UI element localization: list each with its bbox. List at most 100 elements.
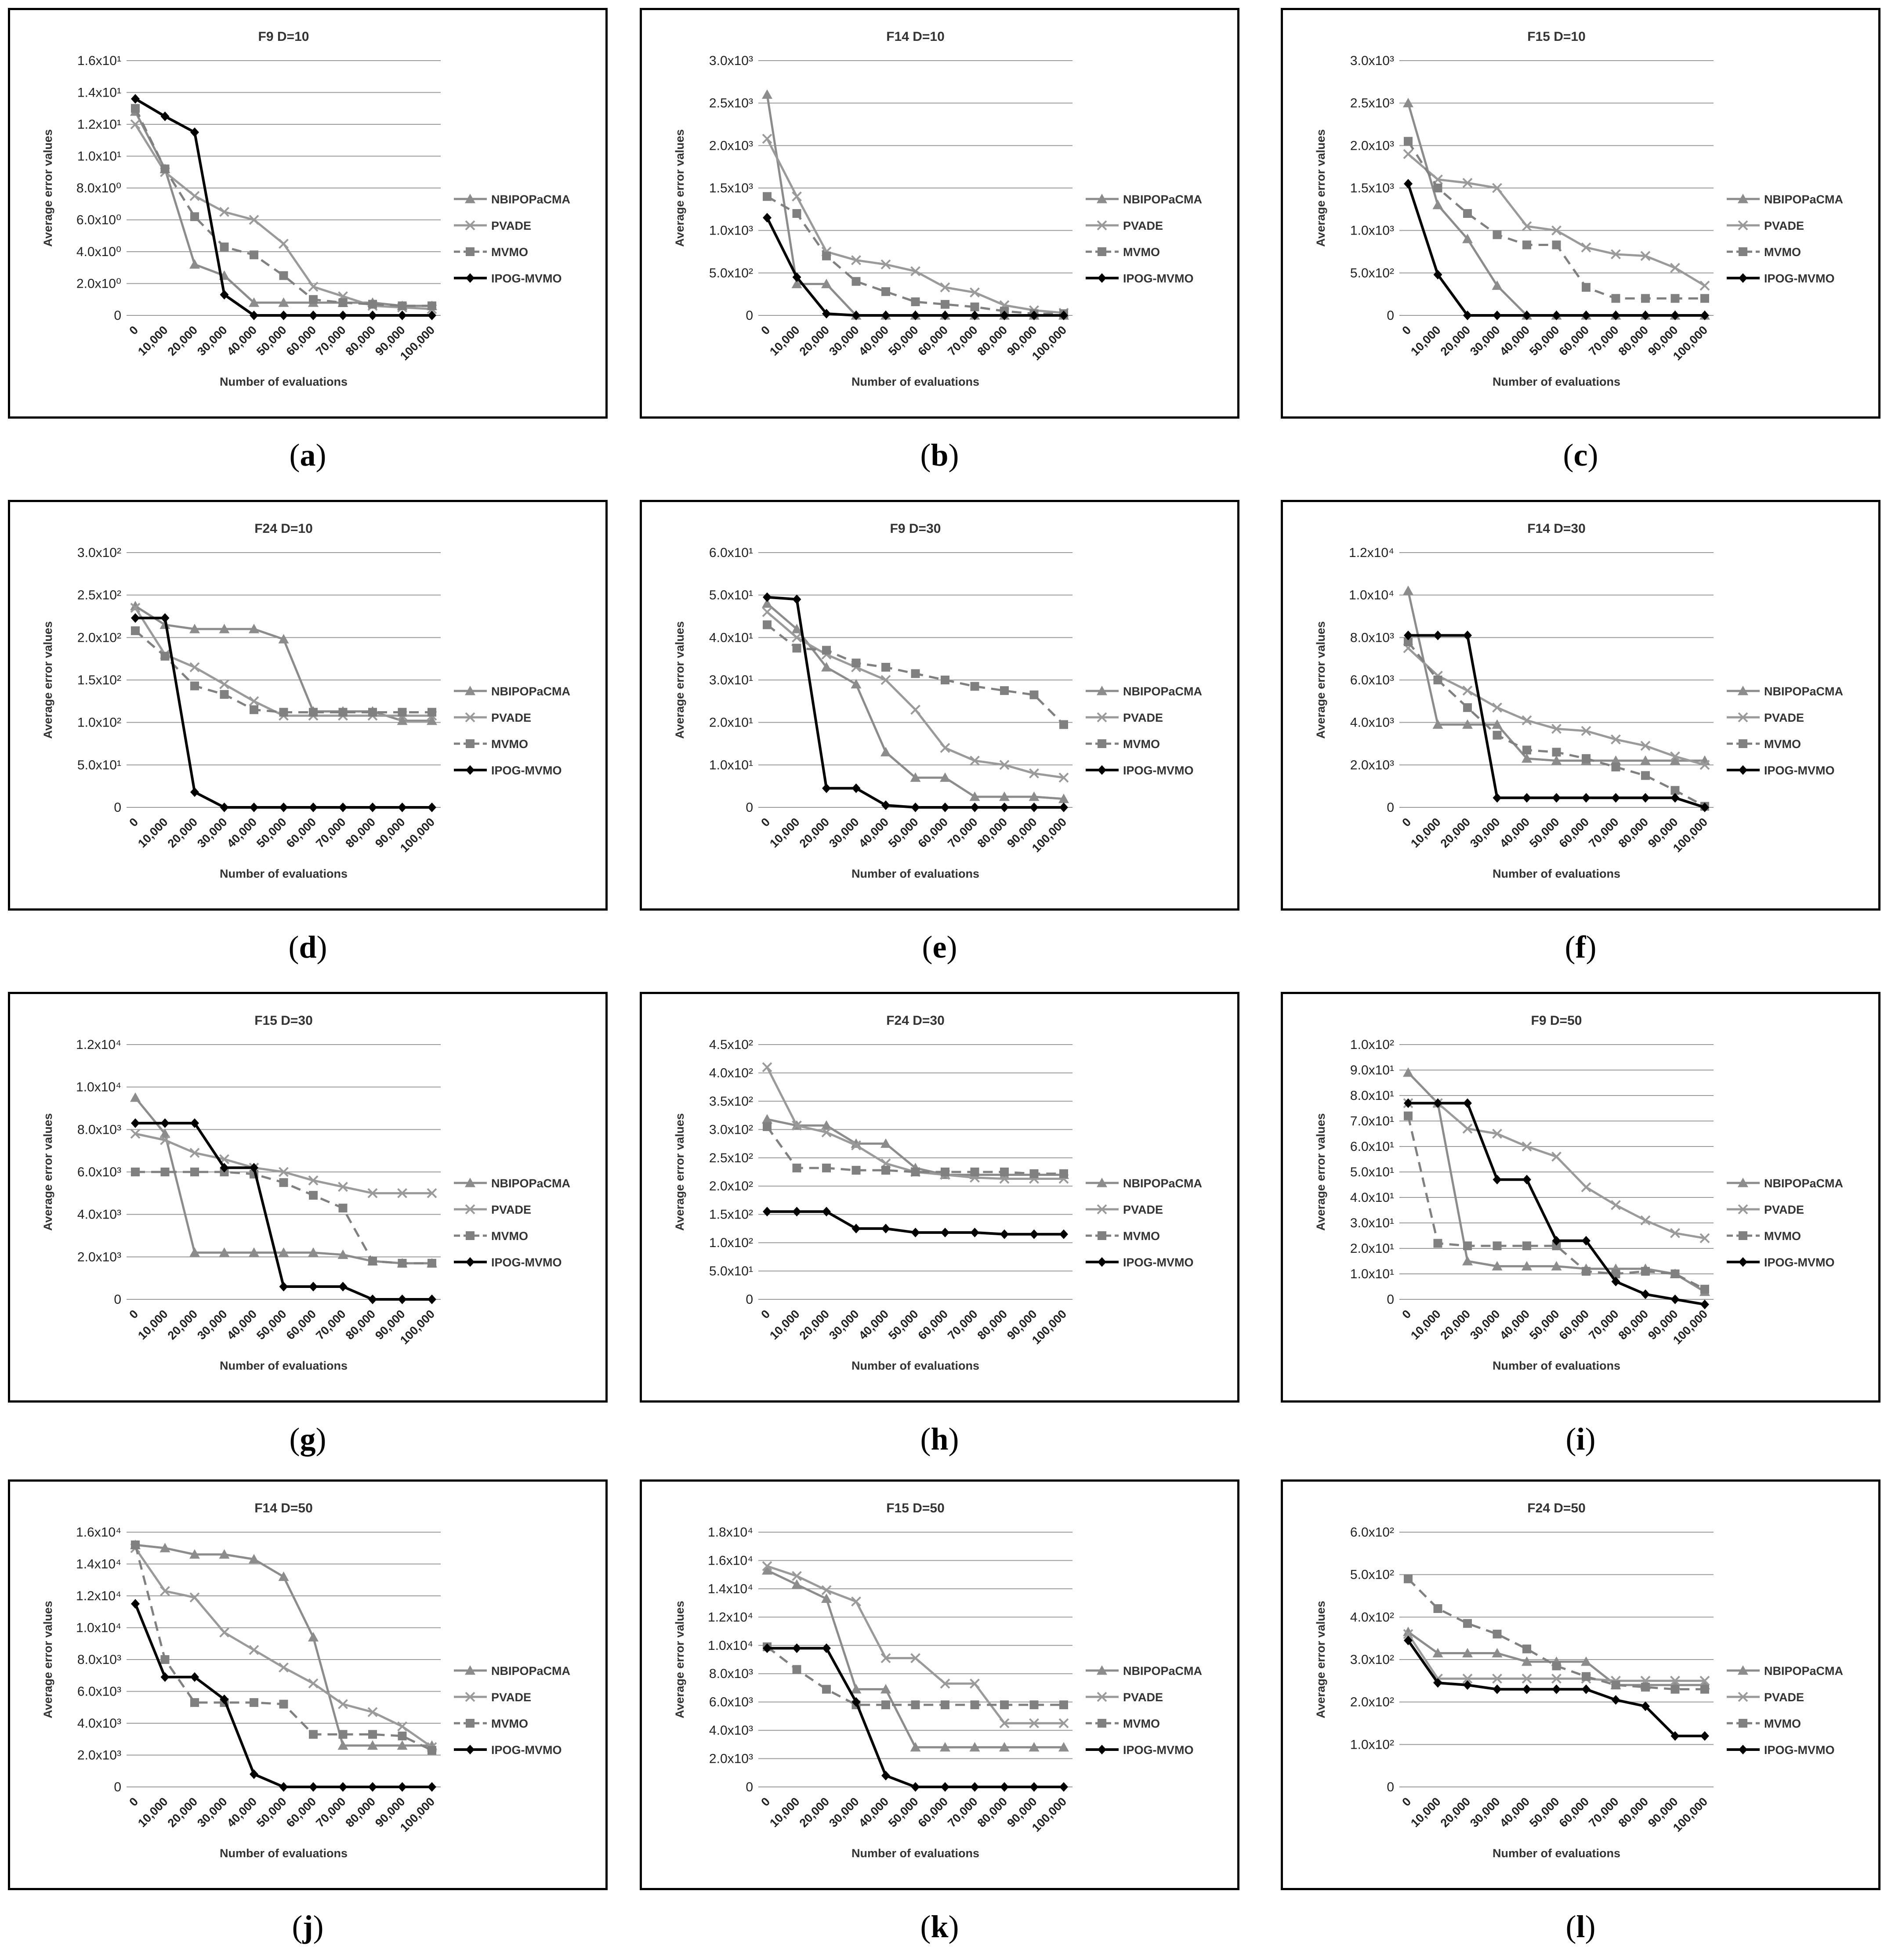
data-point (1493, 1630, 1502, 1638)
y-tick-label: 1.6x10¹ (77, 54, 121, 68)
x-tick-label: 50,000 (1527, 323, 1562, 358)
y-tick-label: 2.0x10⁰ (76, 277, 121, 291)
data-point (1522, 221, 1532, 231)
series-mvmo (131, 1541, 436, 1755)
series-line (1407, 590, 1705, 762)
legend-marker (1739, 1745, 1747, 1754)
x-tick-label: 50,000 (1527, 1795, 1562, 1830)
data-point (1670, 1731, 1680, 1741)
data-point (1463, 311, 1472, 320)
panel-label: (b) (920, 438, 959, 473)
y-tick-label: 2.0x10³ (1350, 758, 1394, 772)
data-point (970, 1678, 980, 1689)
data-point (910, 1653, 920, 1663)
data-point (1463, 209, 1472, 218)
data-point (851, 311, 861, 320)
legend-label: IPOG-MVMO (1123, 272, 1194, 285)
y-tick-label: 5.0x10¹ (709, 588, 753, 603)
x-axis-label: Number of evaluations (220, 1359, 348, 1372)
y-tick-label: 8.0x10³ (709, 1667, 753, 1681)
y-tick-label: 2.0x10³ (709, 1752, 753, 1766)
data-point (1670, 755, 1681, 765)
legend-marker (465, 1665, 475, 1675)
data-point (397, 1188, 407, 1198)
y-tick-label: 8.0x10¹ (1350, 1088, 1394, 1103)
series-line (1407, 102, 1705, 317)
x-tick-label: 40,000 (1497, 1307, 1533, 1342)
legend-marker (465, 686, 475, 695)
data-point (941, 676, 949, 684)
legend-marker (1739, 1257, 1747, 1267)
data-point (220, 803, 229, 812)
chart-panel-g: F15 D=30 0 2.0x10³ 4.0x10³ 6.0x10³ 8.0x10³ 1.0… (8, 992, 608, 1403)
data-point (160, 1168, 170, 1176)
data-point (130, 600, 141, 611)
data-point (428, 1782, 436, 1792)
panel-label: (i) (1565, 1421, 1596, 1457)
data-point (130, 1128, 141, 1139)
data-point (1700, 1685, 1709, 1694)
data-point (250, 1698, 258, 1707)
chart-panel-d: F24 D=10 0 5.0x10¹ 1.0x10² 1.5x10² 2.0x10² 2.5… (8, 500, 608, 911)
data-point (1493, 1175, 1502, 1185)
data-point (1403, 1629, 1413, 1639)
x-tick-label: 0 (127, 815, 141, 829)
data-point (1522, 1684, 1531, 1694)
data-point (1611, 793, 1620, 803)
x-axis-label: Number of evaluations (220, 375, 348, 388)
data-point (279, 271, 288, 280)
data-point (1700, 1731, 1709, 1741)
data-point (1582, 793, 1591, 803)
series-nbipopacma (1403, 1067, 1710, 1296)
data-point (791, 278, 802, 289)
x-tick-label: 70,000 (313, 323, 348, 358)
x-tick-label: 40,000 (856, 323, 891, 358)
data-point (1700, 311, 1709, 320)
legend-marker (466, 1231, 475, 1240)
legend-marker (1738, 686, 1748, 695)
data-point (763, 213, 772, 223)
data-point (189, 1247, 200, 1257)
line-chart: F14 D=10 0 5.0x10² 1.0x10³ 1.5x10³ 2.0x10³ 2.5… (673, 29, 1202, 388)
y-tick-label: 2.0x10³ (77, 1748, 121, 1763)
data-point (1552, 311, 1561, 320)
data-point (338, 311, 348, 320)
x-tick-label: 60,000 (916, 1307, 951, 1342)
x-tick-label: 80,000 (343, 323, 378, 358)
data-point (1581, 1656, 1591, 1666)
x-tick-label: 70,000 (313, 1795, 348, 1830)
y-tick-label: 3.0x10³ (1350, 54, 1394, 68)
legend-marker (1098, 1231, 1106, 1240)
data-point (1493, 1684, 1502, 1694)
x-tick-label: 80,000 (975, 815, 1010, 850)
legend-marker (1739, 1719, 1747, 1728)
x-tick-label: 60,000 (284, 1307, 319, 1342)
data-point (1699, 759, 1710, 770)
y-tick-label: 1.6x10⁴ (76, 1525, 121, 1540)
y-tick-label: 1.5x10³ (709, 181, 753, 195)
x-tick-label: 70,000 (313, 815, 348, 850)
x-tick-label: 40,000 (856, 1307, 891, 1342)
series-line (1407, 183, 1705, 317)
data-point (910, 772, 921, 782)
legend-label: MVMO (1123, 738, 1160, 751)
data-point (792, 1207, 801, 1217)
data-point (941, 1227, 949, 1237)
y-tick-label: 0 (1387, 1292, 1394, 1307)
y-tick-label: 2.0x10³ (1350, 138, 1394, 153)
data-point (278, 297, 289, 307)
data-point (1432, 1648, 1443, 1658)
y-tick-label: 1.0x10⁴ (76, 1080, 121, 1095)
data-point (1522, 1175, 1531, 1185)
data-point (428, 1295, 436, 1304)
data-point (398, 1782, 407, 1792)
legend-marker (465, 1178, 475, 1187)
data-point (822, 251, 831, 260)
data-point (1582, 1684, 1591, 1694)
legend-marker (1739, 273, 1747, 283)
data-point (1611, 1269, 1620, 1278)
legend-marker (1098, 1719, 1106, 1728)
data-point (1462, 1256, 1473, 1266)
legend-marker (1739, 247, 1747, 256)
x-tick-label: 10,000 (1408, 1795, 1443, 1830)
